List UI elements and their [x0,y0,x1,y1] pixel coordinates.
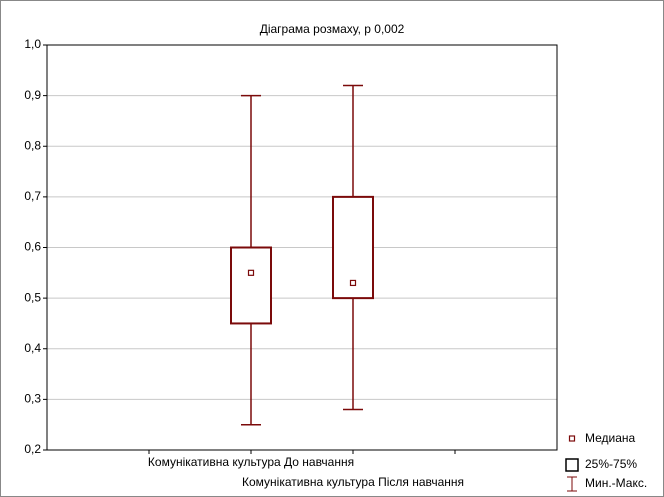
legend-box-icon [565,458,579,472]
y-tick-label: 0,4 [24,341,41,355]
y-tick-label: 0,5 [24,290,41,304]
y-tick-label: 0,7 [24,189,41,203]
median [349,279,357,287]
legend-label: Медиана [585,431,636,445]
box [230,246,272,325]
y-tick-label: 0,3 [24,392,41,406]
y-tick-label: 0,8 [24,138,41,152]
y-tick-label: 1,0 [24,37,41,51]
median [247,269,255,276]
plot-area [46,44,558,451]
y-tick-label: 0,2 [24,442,41,456]
x-tick-label: Комунікативна культура До навчання [148,455,354,469]
y-tick-label: 0,6 [24,240,41,254]
legend-label: Мин.-Макс. [585,476,647,490]
y-tick-label: 0,9 [24,88,41,102]
chart-title: Діаграма розмаху, p 0,002 [260,22,405,36]
legend-median-icon [568,435,576,442]
x-tick-label: Комунікативна культура Після навчання [242,475,464,489]
legend-label: 25%-75% [585,457,637,471]
